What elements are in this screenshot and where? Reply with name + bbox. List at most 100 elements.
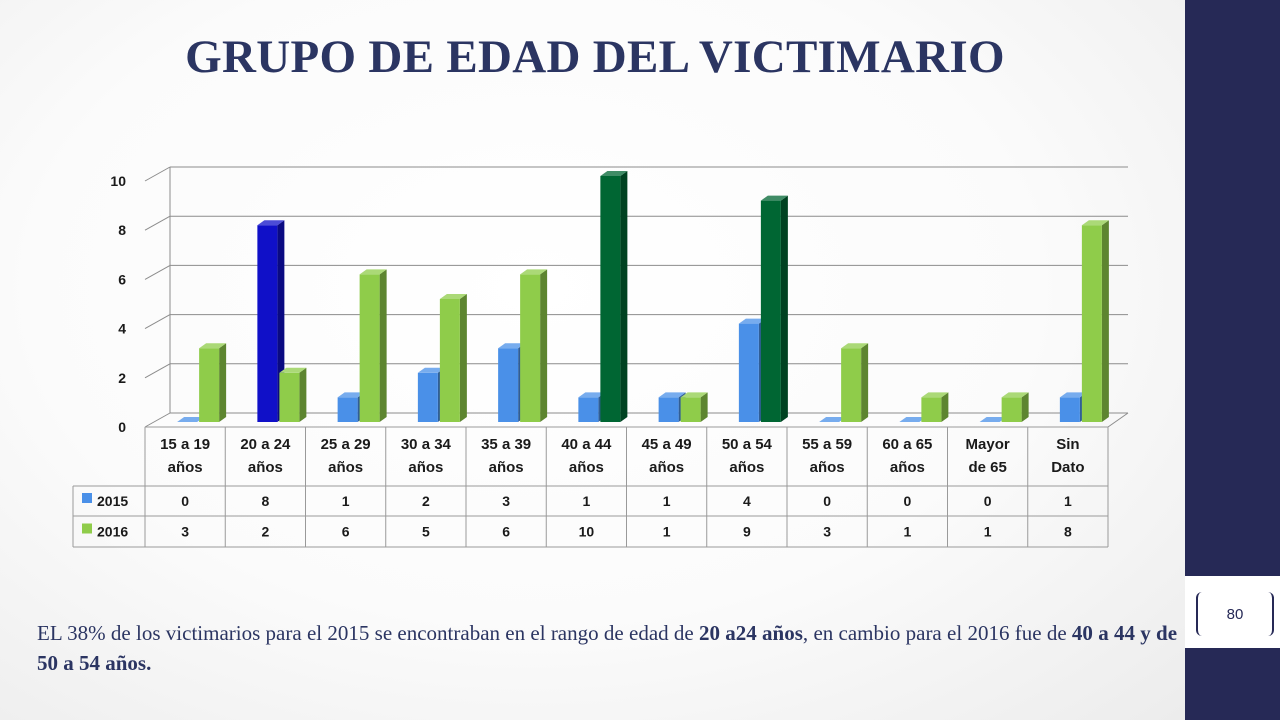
table-value: 6 <box>502 524 510 540</box>
category-label: años <box>248 459 283 476</box>
bar-front <box>417 372 438 422</box>
table-value: 0 <box>903 493 911 509</box>
bar-2015-0 <box>177 417 205 422</box>
bar-top <box>600 171 628 176</box>
bar-top <box>439 294 467 299</box>
bar-top <box>279 367 307 373</box>
category-label: 35 a 39 <box>481 436 531 453</box>
table-value: 2 <box>261 524 269 540</box>
bar-2016-2 <box>359 269 387 422</box>
table-value: 10 <box>579 524 595 540</box>
category-label: 20 a 24 <box>240 436 291 453</box>
bar-front <box>600 176 621 422</box>
gridline-side <box>144 314 171 330</box>
table-value: 3 <box>823 524 831 540</box>
category-label: Mayor <box>966 436 1010 453</box>
table-value: 1 <box>582 493 590 509</box>
table-value: 1 <box>984 524 992 540</box>
bar-front <box>520 274 541 422</box>
table-value: 5 <box>422 524 430 540</box>
bar-top <box>760 195 788 201</box>
bar-2016-10 <box>1001 392 1029 422</box>
table-value: 1 <box>663 493 671 509</box>
bar-2016-9 <box>921 392 949 422</box>
category-label: Dato <box>1051 459 1084 476</box>
category-label: años <box>729 459 764 476</box>
table-value: 0 <box>984 493 992 509</box>
table-value: 9 <box>743 524 751 540</box>
chart-bars <box>177 171 1109 422</box>
category-label: años <box>810 459 845 476</box>
category-label: años <box>328 459 363 476</box>
table-value: 0 <box>823 493 831 509</box>
legend-label-2015: 2015 <box>97 493 128 509</box>
table-value: 1 <box>903 524 911 540</box>
legend-label-2016: 2016 <box>97 524 128 540</box>
gridline-side <box>144 264 171 280</box>
bar-2015-1 <box>257 220 285 422</box>
bar-front <box>1001 397 1022 422</box>
bar-front <box>738 323 759 422</box>
category-label: 50 a 54 <box>722 436 773 453</box>
bar-top <box>1001 392 1029 398</box>
y-tick-label: 6 <box>118 271 126 287</box>
bar-2016-6 <box>680 392 708 422</box>
bar-top <box>417 367 445 373</box>
category-label: años <box>890 459 925 476</box>
bar-top <box>359 269 387 275</box>
bar-top <box>979 417 1007 422</box>
bar-2016-1 <box>279 367 307 422</box>
table-value: 3 <box>502 493 510 509</box>
table-value: 1 <box>342 493 350 509</box>
bar-front <box>359 274 380 422</box>
bar-side <box>780 195 788 422</box>
category-label: años <box>489 459 524 476</box>
y-tick-label: 0 <box>118 419 126 435</box>
category-label: 25 a 29 <box>321 436 371 453</box>
category-label: 55 a 59 <box>802 436 852 453</box>
bar-top <box>1059 392 1087 398</box>
category-label: años <box>168 459 203 476</box>
bar-side <box>219 343 227 422</box>
bar-side <box>861 343 869 422</box>
bar-top <box>921 392 949 398</box>
page-number-band <box>1185 576 1280 648</box>
table-value: 1 <box>1064 493 1072 509</box>
bar-front <box>1081 225 1102 422</box>
bar-side <box>1101 220 1109 422</box>
bar-side <box>1021 392 1029 422</box>
table-value: 8 <box>261 493 269 509</box>
bar-2016-3 <box>439 294 467 422</box>
bar-top <box>177 417 205 422</box>
y-tick-label: 8 <box>118 222 126 238</box>
bar-side <box>941 392 949 422</box>
bar-top <box>578 392 606 398</box>
table-value: 0 <box>181 493 189 509</box>
bar-front <box>337 397 358 422</box>
bar-front <box>257 225 278 422</box>
bar-top <box>680 392 708 398</box>
bar-2015-8 <box>819 417 847 422</box>
bar-front <box>279 372 300 422</box>
bar-top <box>738 318 766 324</box>
bar-top <box>658 392 686 398</box>
bar-front <box>439 299 460 422</box>
gridline-side <box>144 412 171 428</box>
gridline-side <box>144 363 171 379</box>
table-value: 3 <box>181 524 189 540</box>
category-label: 30 a 34 <box>401 436 452 453</box>
category-label: Sin <box>1056 436 1079 453</box>
bar-top <box>257 220 285 226</box>
bar-top <box>841 343 869 349</box>
bar-2016-7 <box>760 195 788 422</box>
slide-background <box>0 0 1185 720</box>
bar-2015-9 <box>899 417 927 422</box>
category-label: 15 a 19 <box>160 436 210 453</box>
table-value: 1 <box>663 524 671 540</box>
bar-top <box>899 417 927 422</box>
bar-side <box>620 171 628 422</box>
bar-front <box>199 348 220 422</box>
caption-text-1: EL 38% de los victimarios para el 2015 s… <box>37 621 700 645</box>
bar-top <box>819 417 847 422</box>
